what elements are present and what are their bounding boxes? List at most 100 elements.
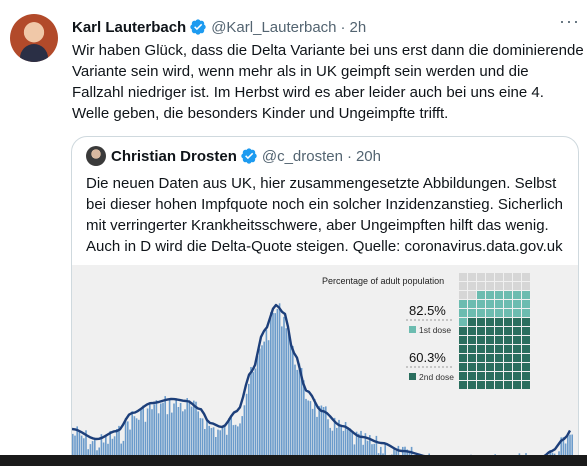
case-bar [179,403,182,466]
quoted-author-handle[interactable]: @c_drosten [261,147,343,165]
quoted-tweet[interactable]: Christian Drosten @c_drosten · 20h Die n… [71,136,579,466]
case-bar [261,345,263,466]
case-bar [142,405,144,466]
case-bar [230,417,232,466]
case-bar [564,443,567,466]
case-bar [245,393,248,466]
tweet-timestamp[interactable]: 2h [349,18,367,36]
daily-cases-bars [72,303,573,466]
case-bar [85,430,87,466]
case-bar [155,400,158,466]
quoted-author-name[interactable]: Christian Drosten [111,147,237,165]
case-bar [74,435,76,466]
case-bar [94,439,96,466]
case-bar [210,428,213,466]
waffle-cell-first-dose [504,309,512,317]
case-bar [349,428,351,466]
first-dose-label: 1st dose [419,325,451,335]
waffle-cell-second-dose [459,372,467,380]
waffle-cell-second-dose [522,372,530,380]
case-bar [320,405,323,466]
case-bar [318,406,320,466]
waffle-cell-empty [522,282,530,290]
case-bar [182,411,184,466]
case-bar [560,437,562,466]
waffle-cell-second-dose [477,327,485,335]
waffle-cell-second-dose [477,354,485,362]
case-bar [237,426,239,466]
waffle-cell-first-dose [459,318,467,326]
case-bar [322,407,325,466]
attached-image[interactable]: Percentage of adult population 82.5% 1st… [72,265,578,466]
case-bar [100,434,103,466]
case-bar [162,402,164,466]
waffle-cell-second-dose [504,327,512,335]
author-name[interactable]: Karl Lauterbach [72,18,187,36]
waffle-cell-second-dose [504,354,512,362]
waffle-cell-second-dose [513,363,521,371]
case-bar [135,418,138,466]
case-bar [256,356,259,466]
waffle-cell-first-dose [468,300,476,308]
waffle-cell-second-dose [495,381,503,389]
waffle-cell-empty [513,273,521,281]
waffle-cell-second-dose [504,372,512,380]
quoted-tweet-header: Christian Drosten @c_drosten · 20h [86,146,381,166]
case-bar [278,303,281,466]
case-bar [173,403,175,466]
quoted-tweet-timestamp[interactable]: 20h [355,147,381,165]
case-bar [375,435,378,466]
case-bar [120,443,122,466]
verified-badge-icon [190,19,206,35]
case-bar [234,424,237,466]
case-bar [78,430,81,466]
waffle-cell-second-dose [495,336,503,344]
case-bar [204,429,206,466]
case-bar [160,403,162,466]
case-bar [340,426,342,466]
case-bar [201,418,204,466]
case-bar [107,443,109,466]
case-bar [342,430,345,466]
quoted-author-avatar[interactable] [86,146,106,166]
case-bar [338,419,340,466]
case-bar [105,435,107,466]
case-bar [133,416,136,466]
case-bar [344,422,347,466]
case-bar [140,409,142,466]
bottom-bar [0,455,587,466]
waffle-cell-first-dose [459,300,467,308]
case-bar [223,425,226,466]
waffle-cell-first-dose [477,309,485,317]
more-options-icon[interactable]: ··· [559,11,580,31]
waffle-cell-second-dose [504,336,512,344]
waffle-cell-first-dose [513,309,521,317]
waffle-cell-second-dose [486,381,494,389]
waffle-cell-second-dose [468,372,476,380]
waffle-cell-second-dose [459,345,467,353]
waffle-cell-second-dose [486,318,494,326]
case-bar [83,438,85,466]
case-bar [305,398,307,466]
waffle-cell-second-dose [495,327,503,335]
waffle-cell-second-dose [495,372,503,380]
author-handle[interactable]: @Karl_Lauterbach [211,18,337,36]
case-bar [285,328,287,466]
waffle-cell-second-dose [513,372,521,380]
waffle-cell-first-dose [504,300,512,308]
case-bar [127,421,129,466]
waffle-cell-second-dose [468,318,476,326]
case-bar [259,348,261,466]
waffle-cell-second-dose [459,327,467,335]
case-bar [294,364,296,466]
waffle-cell-empty [486,273,494,281]
case-bar [333,417,336,466]
case-bar [157,413,160,466]
waffle-cell-second-dose [468,363,476,371]
case-bar [113,436,116,466]
case-bar [562,437,565,466]
author-avatar[interactable] [10,14,58,62]
waffle-cell-empty [459,291,467,299]
case-bar [569,434,571,466]
case-bar [325,406,327,466]
